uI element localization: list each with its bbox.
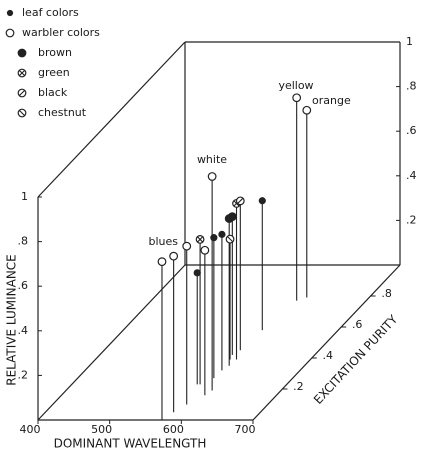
x-tick-label: 600 [163, 423, 184, 436]
x-tick-label: 400 [20, 423, 41, 436]
marker-shape [292, 93, 302, 103]
y-tick-label: .2 [293, 380, 304, 393]
z-tick-label: .6 [18, 279, 29, 292]
legend-label: green [38, 66, 70, 79]
legend-marker [6, 9, 14, 17]
data-point [235, 196, 245, 206]
marker-shape [193, 269, 201, 277]
data-point [227, 212, 237, 222]
legend-marker [17, 48, 27, 58]
legend-label: black [38, 86, 68, 99]
legend-label: leaf colors [22, 6, 79, 19]
data-point [225, 234, 235, 244]
marker-shape [169, 251, 179, 261]
marker-shape [207, 172, 217, 181]
y-tick-label: .4 [323, 349, 334, 362]
z-tick-label: .2 [18, 368, 29, 381]
marker-stroke [227, 236, 234, 243]
y-tick-label: .6 [352, 318, 363, 331]
data-point [195, 234, 205, 244]
marker-stroke [197, 236, 204, 243]
legend-label: chestnut [38, 106, 87, 119]
marker-shape [227, 212, 237, 222]
legend-label: warbler colors [22, 26, 100, 39]
x-tick-label: 500 [91, 423, 112, 436]
legend-label: brown [38, 46, 72, 59]
marker-shape [258, 197, 266, 205]
data-point [200, 245, 210, 255]
marker-shape [218, 230, 226, 238]
legend-marker [17, 68, 27, 78]
data-point [207, 172, 217, 181]
data-point [193, 269, 201, 277]
axis-line [252, 264, 401, 421]
annotation: orange [312, 94, 351, 107]
x-tick-label: 700 [235, 423, 256, 436]
marker-shape [200, 245, 210, 255]
axis-line [37, 264, 186, 421]
z-tick-label: .8 [406, 80, 417, 93]
legend-marker [17, 108, 27, 118]
annotation: yellow [278, 79, 313, 92]
marker-stroke [18, 89, 26, 97]
marker-shape [6, 9, 14, 17]
y-tick-label: .8 [381, 287, 392, 300]
z-tick-label: .4 [406, 169, 417, 182]
marker-stroke [233, 200, 240, 207]
data-point [302, 105, 312, 115]
marker-stroke [18, 69, 26, 77]
marker-shape [182, 241, 192, 251]
z-tick-label: .4 [18, 324, 29, 337]
data-point [169, 251, 179, 261]
marker-shape [302, 105, 312, 115]
data-point [157, 257, 167, 267]
z-tick-label: 1 [406, 35, 413, 48]
legend-marker [17, 88, 27, 98]
data-point [182, 241, 192, 251]
legend-marker [5, 28, 15, 38]
marker-stroke [18, 109, 26, 117]
marker-shape [17, 48, 27, 58]
z-tick-label: 1 [21, 190, 28, 203]
data-point [218, 230, 226, 238]
x-axis-title: DOMINANT WAVELENGTH [54, 437, 207, 451]
z-tick-label: .6 [406, 124, 417, 137]
z-axis-title: RELATIVE LUMINANCE [5, 254, 19, 386]
data-point [258, 197, 266, 205]
axis-line [37, 41, 186, 198]
annotation: white [197, 153, 227, 166]
z-tick-label: .2 [406, 213, 417, 226]
marker-shape [5, 28, 15, 38]
marker-shape [157, 257, 167, 267]
annotation: blues [148, 235, 178, 248]
marker-stroke [237, 197, 244, 204]
z-tick-label: .8 [18, 235, 29, 248]
data-point [292, 93, 302, 103]
